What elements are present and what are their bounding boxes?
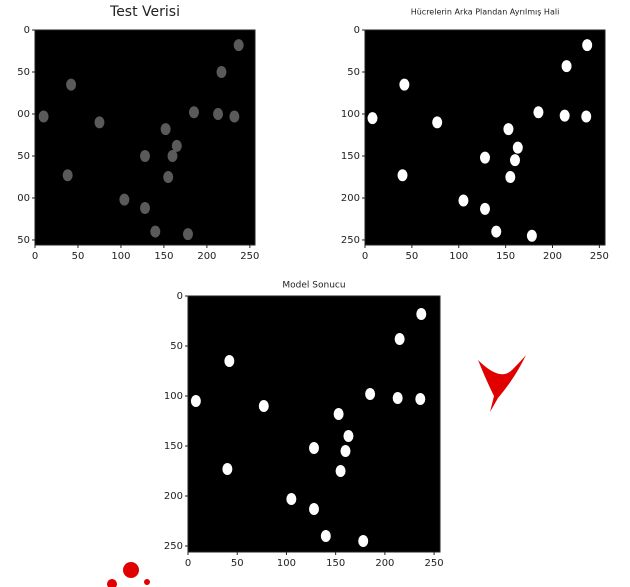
cell bbox=[513, 142, 523, 154]
x-tick-label: 200 bbox=[375, 558, 394, 569]
y-tick-label: 50 bbox=[170, 341, 183, 352]
cell bbox=[416, 308, 426, 320]
cell bbox=[334, 408, 344, 420]
red-annotation bbox=[478, 355, 526, 412]
cell bbox=[259, 400, 269, 412]
red-annotation bbox=[123, 562, 139, 578]
panel-title: Model Sonucu bbox=[282, 281, 345, 291]
cell bbox=[505, 171, 515, 183]
cell bbox=[432, 116, 442, 128]
cell bbox=[480, 152, 490, 164]
cell bbox=[286, 493, 296, 505]
cell bbox=[365, 388, 375, 400]
y-tick-label: 00 bbox=[17, 109, 30, 120]
cell bbox=[321, 530, 331, 542]
y-tick-label: 150 bbox=[164, 441, 183, 452]
y-tick-label: 50 bbox=[17, 151, 30, 162]
cell bbox=[213, 108, 223, 120]
y-tick-label: 50 bbox=[17, 67, 30, 78]
y-tick-label: 250 bbox=[341, 235, 360, 246]
cell bbox=[393, 392, 403, 404]
cell bbox=[216, 66, 226, 78]
cell bbox=[368, 112, 378, 124]
y-tick-label: 200 bbox=[164, 491, 183, 502]
x-tick-label: 250 bbox=[425, 558, 444, 569]
x-tick-label: 100 bbox=[111, 251, 130, 262]
x-tick-label: 0 bbox=[362, 251, 368, 262]
x-tick-label: 150 bbox=[496, 251, 515, 262]
cell bbox=[341, 445, 351, 457]
panel-title: Test Verisi bbox=[109, 4, 180, 20]
y-tick-label: 150 bbox=[341, 151, 360, 162]
x-tick-label: 100 bbox=[449, 251, 468, 262]
red-annotation bbox=[107, 579, 117, 587]
y-tick-label: 50 bbox=[17, 235, 30, 246]
cell bbox=[581, 111, 591, 123]
cell bbox=[229, 111, 239, 123]
y-tick-label: 100 bbox=[341, 109, 360, 120]
x-tick-label: 0 bbox=[32, 251, 38, 262]
cell bbox=[343, 430, 353, 442]
x-tick-label: 250 bbox=[240, 251, 259, 262]
cell bbox=[395, 333, 405, 345]
cell bbox=[309, 503, 319, 515]
cell bbox=[140, 150, 150, 162]
cell bbox=[480, 203, 490, 215]
cell bbox=[358, 535, 368, 547]
cell bbox=[527, 230, 537, 242]
cell bbox=[560, 110, 570, 122]
cell bbox=[94, 116, 104, 128]
x-tick-label: 150 bbox=[154, 251, 173, 262]
x-tick-label: 250 bbox=[590, 251, 609, 262]
y-tick-label: 200 bbox=[341, 193, 360, 204]
y-tick-label: 0 bbox=[177, 291, 183, 302]
y-tick-label: 0 bbox=[354, 25, 360, 36]
cell bbox=[189, 106, 199, 118]
x-tick-label: 0 bbox=[185, 558, 191, 569]
cell bbox=[510, 154, 520, 166]
cell bbox=[399, 79, 409, 91]
cell bbox=[150, 226, 160, 238]
cell bbox=[458, 194, 468, 206]
x-tick-label: 50 bbox=[72, 251, 85, 262]
x-tick-label: 200 bbox=[543, 251, 562, 262]
cell bbox=[234, 39, 244, 51]
y-tick-label: 00 bbox=[17, 193, 30, 204]
figure: Test Verisi05010015020025005000500050Hüc… bbox=[0, 0, 630, 587]
cell bbox=[140, 202, 150, 214]
cell bbox=[398, 169, 408, 181]
cell bbox=[533, 106, 543, 118]
y-tick-label: 0 bbox=[24, 25, 30, 36]
red-annotation bbox=[144, 579, 150, 585]
cell bbox=[491, 226, 501, 238]
cell bbox=[582, 39, 592, 51]
cell bbox=[336, 465, 346, 477]
panel-title: Hücrelerin Arka Plandan Ayrılmış Hali bbox=[411, 8, 560, 17]
y-tick-label: 250 bbox=[164, 541, 183, 552]
cell bbox=[191, 395, 201, 407]
cell bbox=[309, 442, 319, 454]
cell bbox=[163, 171, 173, 183]
cell bbox=[63, 169, 73, 181]
y-tick-label: 100 bbox=[164, 391, 183, 402]
cell bbox=[562, 60, 572, 72]
cell bbox=[66, 79, 76, 91]
cell bbox=[415, 393, 425, 405]
cell bbox=[119, 194, 129, 206]
cell bbox=[503, 123, 513, 135]
x-tick-label: 200 bbox=[197, 251, 216, 262]
cell bbox=[168, 150, 178, 162]
x-tick-label: 150 bbox=[326, 558, 345, 569]
x-tick-label: 50 bbox=[231, 558, 244, 569]
x-tick-label: 100 bbox=[277, 558, 296, 569]
cell bbox=[39, 111, 49, 123]
y-tick-label: 50 bbox=[347, 67, 360, 78]
x-tick-label: 50 bbox=[406, 251, 419, 262]
cell bbox=[222, 463, 232, 475]
cell bbox=[224, 355, 234, 367]
cell bbox=[183, 228, 193, 240]
cell bbox=[161, 123, 171, 135]
